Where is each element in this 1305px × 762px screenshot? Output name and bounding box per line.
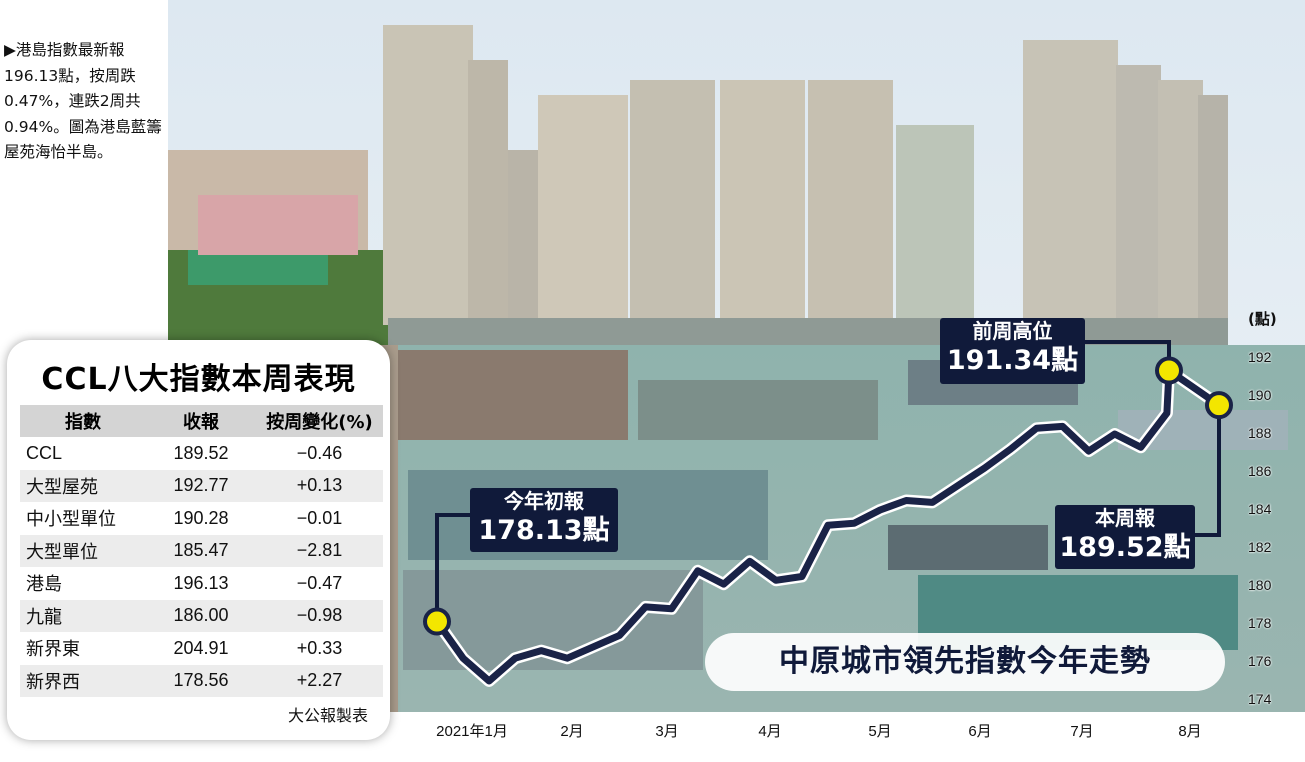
callout-year-start-value: 178.13點 <box>478 515 610 546</box>
table-cell-close: 196.13 <box>173 572 229 593</box>
y-tick-label: 180 <box>1248 577 1272 593</box>
callout-this-week-value: 189.52點 <box>1059 532 1191 563</box>
callout-this-week-label: 本周報 <box>1095 506 1155 530</box>
marker-this-week <box>1205 391 1233 420</box>
table-row: 新界東 204.91 +0.33 <box>20 632 383 665</box>
y-tick-label: 176 <box>1248 653 1272 669</box>
table-cell-index: 中小型單位 <box>26 509 116 530</box>
x-tick-label: 2021年1月 <box>436 723 508 740</box>
callout-year-start: 今年初報 178.13點 <box>470 488 618 552</box>
table-cell-change: +0.33 <box>296 637 343 658</box>
table-header-close: 收報 <box>146 405 256 437</box>
photo-caption: ▶港島指數最新報196.13點，按周跌0.47%，連跌2周共0.94%。圖為港島… <box>4 41 162 161</box>
table-cell-index: 港島 <box>26 574 62 595</box>
table-cell-close: 186.00 <box>146 599 256 632</box>
marker-year-start <box>423 607 451 636</box>
table-cell-index: CCL <box>26 442 63 463</box>
harbour-photo-drawing <box>168 0 1305 712</box>
x-tick-label: 6月 <box>968 723 992 740</box>
y-tick-label: 178 <box>1248 615 1272 631</box>
callout-previous-high-label: 前周高位 <box>972 319 1053 343</box>
callout-year-start-label: 今年初報 <box>504 489 584 513</box>
y-tick-label: 184 <box>1248 501 1272 517</box>
y-tick-label: 182 <box>1248 539 1272 555</box>
x-tick-label: 7月 <box>1070 723 1094 740</box>
callout-previous-high-value: 191.34點 <box>946 345 1079 376</box>
table-cell-change: −0.01 <box>296 507 343 528</box>
x-tick-label: 3月 <box>655 723 679 740</box>
marker-previous-high <box>1155 356 1183 385</box>
table-row: 中小型單位 190.28 −0.01 <box>20 502 383 535</box>
y-tick-label: 186 <box>1248 463 1272 479</box>
table-header-weekly-change: 按周變化(%) <box>256 405 383 437</box>
table-row: 新界西 178.56 +2.27 <box>20 664 383 697</box>
table-row: CCL 189.52 −0.46 <box>20 437 383 470</box>
x-tick-label: 2月 <box>560 723 584 740</box>
table-cell-index: 九龍 <box>20 599 146 632</box>
table-cell-change: +2.27 <box>256 664 383 697</box>
table-cell-close: 178.56 <box>146 664 256 697</box>
table-title: CCL八大指數本周表現 <box>41 362 356 397</box>
table-row: 港島 196.13 −0.47 <box>20 567 383 600</box>
callout-this-week: 本周報 189.52點 <box>1055 505 1195 569</box>
table-cell-change: −0.98 <box>256 599 383 632</box>
x-tick-label: 4月 <box>758 723 782 740</box>
table-cell-change: +0.13 <box>256 469 383 502</box>
table-cell-close: 192.77 <box>146 469 256 502</box>
table-header-row: 指數 收報 按周變化(%) <box>20 405 383 437</box>
ccl-table-card: CCL八大指數本周表現 指數 收報 按周變化(%) CCL 189.52 −0.46… <box>7 340 390 740</box>
table-cell-close: 189.52 <box>173 442 229 463</box>
connector-year-start <box>435 513 470 622</box>
y-tick-label: 174 <box>1248 691 1272 707</box>
chart-title: 中原城市領先指數今年走勢 <box>705 633 1225 691</box>
table-row: 九龍 186.00 −0.98 <box>20 599 383 632</box>
table-cell-change: −0.47 <box>296 572 343 593</box>
table-cell-index: 大型單位 <box>20 534 146 567</box>
y-tick-label: 192 <box>1248 349 1272 365</box>
table-cell-index: 新界西 <box>20 664 146 697</box>
table-source: 大公報製表 <box>287 706 368 725</box>
y-axis-unit: (點) <box>1248 310 1277 328</box>
harbour-photo <box>168 0 1305 712</box>
table-cell-close: 190.28 <box>173 507 229 528</box>
table-cell-index: 新界東 <box>26 639 80 660</box>
table-cell-close: 204.91 <box>173 637 229 658</box>
table-header-index: 指數 <box>20 405 146 437</box>
callout-previous-high: 前周高位 191.34點 <box>940 318 1085 384</box>
x-axis: 2021年1月 2月 3月 4月 5月 6月 7月 8月 <box>412 715 1242 748</box>
table-cell-change: −0.46 <box>296 442 343 463</box>
table-cell-change: −2.81 <box>256 534 383 567</box>
y-tick-label: 190 <box>1248 387 1272 403</box>
table-cell-close: 185.47 <box>146 534 256 567</box>
x-tick-label: 5月 <box>868 723 892 740</box>
x-tick-label: 8月 <box>1178 723 1202 740</box>
table-row: 大型單位 185.47 −2.81 <box>20 534 383 567</box>
connector-this-week <box>1195 405 1221 537</box>
ccl-index-table: 指數 收報 按周變化(%) CCL 189.52 −0.46 大型屋苑 192.77 +0… <box>20 405 383 697</box>
series-line <box>433 367 1223 685</box>
y-tick-label: 188 <box>1248 425 1272 441</box>
table-row: 大型屋苑 192.77 +0.13 <box>20 469 383 502</box>
table-cell-index: 大型屋苑 <box>20 469 146 502</box>
